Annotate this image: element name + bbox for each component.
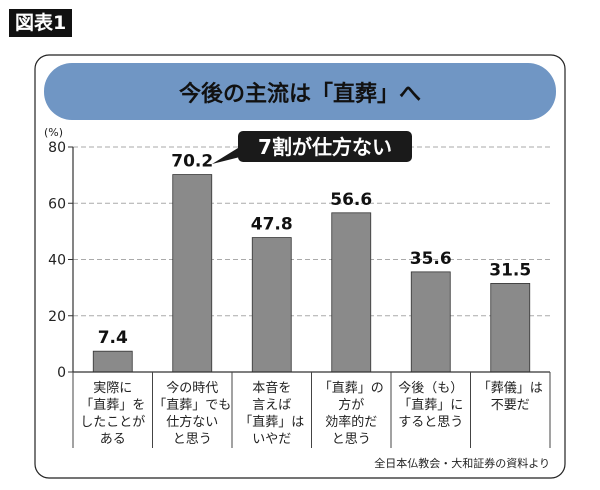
value-label: 35.6 xyxy=(410,249,452,269)
value-label: 56.6 xyxy=(330,190,372,210)
x-tick-label: 不要だ xyxy=(491,398,530,413)
y-tick-label: 20 xyxy=(48,309,66,325)
x-tick-label: ある xyxy=(100,432,126,447)
chart-title: 今後の主流は「直葬」へ xyxy=(179,81,421,107)
x-tick-label: 今の時代 xyxy=(166,380,218,396)
callout-box xyxy=(238,131,412,162)
callout-text: 7割が仕方ない xyxy=(258,135,392,159)
y-tick-label: 60 xyxy=(48,196,66,212)
bar xyxy=(92,350,133,373)
x-tick-label: したことが xyxy=(80,415,145,430)
x-tick-label: と思う xyxy=(332,432,371,447)
source-note: 全日本仏教会・大和証券の資料より xyxy=(374,456,550,470)
value-label: 7.4 xyxy=(98,328,128,348)
x-tick-label: 「直葬」の xyxy=(319,381,384,396)
value-label: 70.2 xyxy=(171,152,213,172)
x-tick-label: と思う xyxy=(173,432,212,447)
bar xyxy=(172,174,213,373)
x-tick-label: 今後（も） xyxy=(398,380,463,396)
y-tick-label: 80 xyxy=(48,140,66,156)
bar xyxy=(251,237,292,373)
y-tick-label: 40 xyxy=(48,253,66,269)
x-tick-label: 「直葬」でも xyxy=(153,398,231,413)
x-tick-label: すると思う xyxy=(398,415,463,430)
x-tick-label: 「葬儀」は xyxy=(478,381,543,396)
x-tick-label: 実際に xyxy=(93,380,132,396)
x-tick-label: 「直葬」を xyxy=(80,398,145,413)
x-tick-label: 仕方ない xyxy=(166,414,218,430)
value-label: 47.8 xyxy=(251,215,293,235)
x-tick-label: 「直葬」に xyxy=(398,398,463,413)
value-label: 31.5 xyxy=(489,260,531,280)
y-tick-label: 0 xyxy=(57,365,66,381)
x-tick-label: 効率的だ xyxy=(325,414,377,430)
x-tick-label: 言えば xyxy=(252,398,291,413)
title-band xyxy=(44,63,556,120)
x-tick-label: 方が xyxy=(338,397,364,413)
x-tick-label: いやだ xyxy=(252,432,291,447)
bar xyxy=(490,283,531,373)
callout-pointer xyxy=(212,148,244,164)
y-axis-unit: (%) xyxy=(44,126,63,139)
bar xyxy=(410,271,451,373)
figure-label: 図表1 xyxy=(9,9,73,37)
bar xyxy=(331,212,372,373)
x-tick-label: 「直葬」は xyxy=(239,415,304,430)
x-tick-label: 本音を xyxy=(252,380,291,396)
